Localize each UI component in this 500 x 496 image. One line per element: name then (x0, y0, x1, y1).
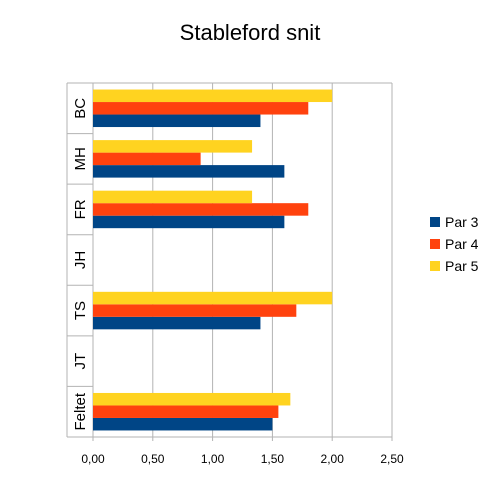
legend-label: Par 4 (445, 236, 479, 252)
x-tick-label: 2,00 (321, 452, 345, 466)
legend-swatch (430, 261, 440, 271)
x-tick-label: 1,50 (261, 452, 285, 466)
bar-par-5 (93, 89, 333, 103)
plot-area: 0,00 0,50 1,00 1,50 2,00 2,50 BC MH FR JH TS JT Felt… (66, 82, 404, 466)
bar-par-3 (93, 165, 285, 178)
bar-par-4 (93, 102, 309, 115)
bar-par-5 (93, 392, 291, 406)
bar-par-4 (93, 304, 297, 317)
category-label: TS (72, 301, 89, 320)
x-tick-label: 2,50 (380, 452, 404, 466)
category-label: BC (72, 98, 89, 119)
legend: Par 3 Par 4 Par 5 (430, 214, 479, 274)
legend-label: Par 5 (445, 258, 479, 274)
bar-par-4 (93, 405, 279, 418)
bar-par-4 (93, 203, 309, 216)
category-label: FR (72, 199, 89, 219)
bar-par-3 (93, 215, 285, 229)
legend-label: Par 3 (445, 214, 479, 230)
x-tick-label: 0,00 (81, 452, 105, 466)
bar-par-5 (93, 140, 253, 153)
category-label: JT (72, 353, 89, 370)
category-label: MH (72, 147, 89, 170)
bar-par-4 (93, 152, 201, 166)
chart-title: Stableford snit (179, 20, 321, 45)
legend-swatch (430, 239, 440, 249)
category-label: Feltet (72, 392, 89, 430)
bar-par-5 (93, 291, 333, 305)
bar-par-3 (93, 114, 261, 128)
x-tick-label: 0,50 (141, 452, 165, 466)
category-label: JH (72, 251, 89, 269)
x-tick-label: 1,00 (201, 452, 225, 466)
legend-swatch (430, 217, 440, 227)
bar-par-3 (93, 316, 261, 330)
bar-par-5 (93, 190, 253, 204)
bar-par-3 (93, 417, 273, 431)
